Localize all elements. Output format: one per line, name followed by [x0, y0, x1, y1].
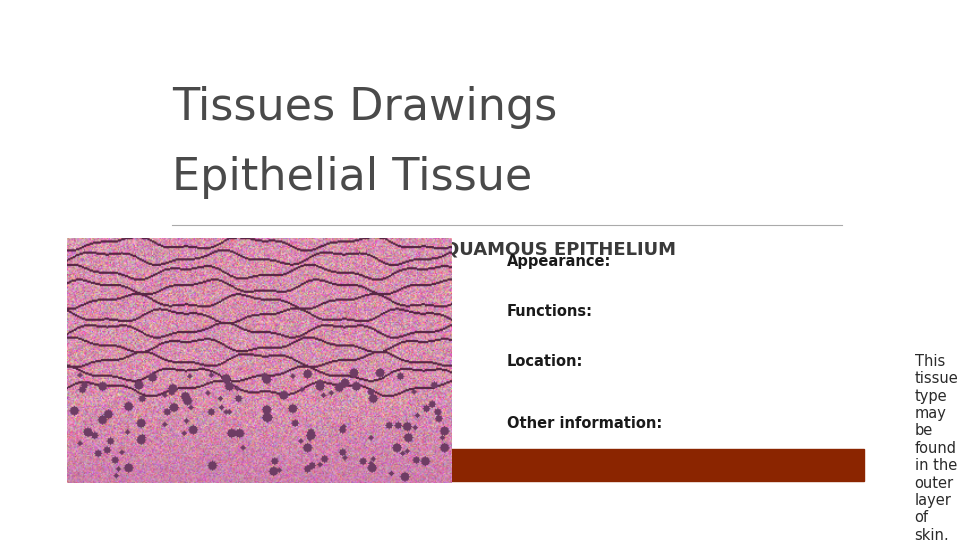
- Text: Other information:: Other information:: [507, 416, 662, 431]
- Bar: [120, 449, 864, 481]
- Text: Epithelial Tissue: Epithelial Tissue: [172, 156, 533, 199]
- Text: This tissue type may be found in the outer layer of skin, and lines the mouth, t: This tissue type may be found in the out…: [915, 354, 960, 540]
- Text: STRATIFIED SQUAMOUS EPITHELIUM: STRATIFIED SQUAMOUS EPITHELIUM: [308, 240, 676, 258]
- Text: Location:: Location:: [507, 354, 584, 369]
- Text: Appearance:: Appearance:: [507, 254, 612, 269]
- Text: Functions:: Functions:: [507, 304, 593, 319]
- Text: Tissues Drawings: Tissues Drawings: [172, 85, 558, 129]
